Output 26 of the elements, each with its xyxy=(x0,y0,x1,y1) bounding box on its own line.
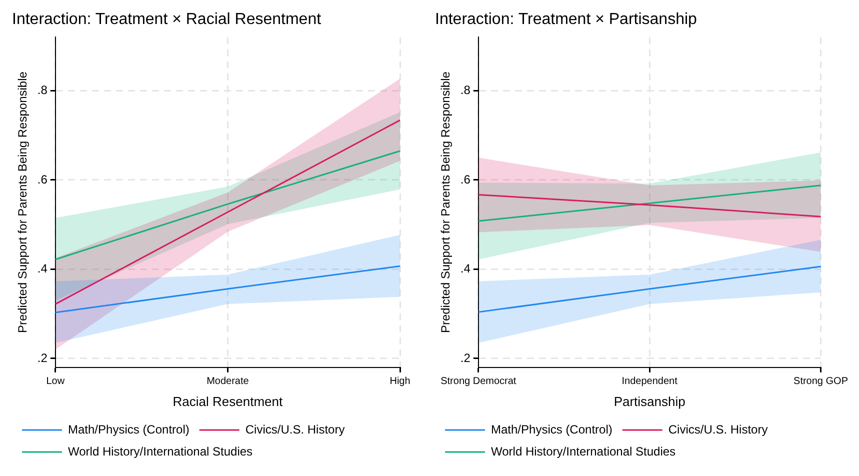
x-tick-label: Low xyxy=(46,376,66,388)
y-tick-label: .8 xyxy=(460,83,471,98)
x-tick-label: Moderate xyxy=(206,376,250,388)
x-axis-title: Partisanship xyxy=(614,394,686,409)
y-tick-label: .2 xyxy=(37,350,48,365)
x-tick-label: Independent xyxy=(622,376,678,388)
y-tick-label: .4 xyxy=(37,262,48,276)
legend-label: Math/Physics (Control) xyxy=(491,422,612,436)
y-tick-label: .6 xyxy=(37,172,48,186)
y-tick-label: .4 xyxy=(460,262,471,276)
y-tick-label: .6 xyxy=(460,172,471,186)
x-tick-label: Strong Democrat xyxy=(440,376,516,388)
y-tick-label: .2 xyxy=(460,350,471,365)
x-tick-label: Strong GOP xyxy=(794,376,848,388)
y-axis-title: Predicted Support for Parents Being Responsible xyxy=(16,71,30,334)
y-axis-title: Predicted Support for Parents Being Responsible xyxy=(438,71,453,334)
legend-label: Civics/U.S. History xyxy=(668,422,768,436)
x-tick-label: High xyxy=(390,376,410,388)
legend-label: World History/International Studies xyxy=(68,444,253,458)
chart-title: Interaction: Treatment × Partisanship xyxy=(435,11,698,28)
legend-label: World History/International Studies xyxy=(491,444,676,458)
chart-title: Interaction: Treatment × Racial Resentment xyxy=(12,11,322,28)
y-tick-label: .8 xyxy=(37,83,48,98)
legend-label: Math/Physics (Control) xyxy=(68,422,190,436)
legend-label: Civics/U.S. History xyxy=(245,422,345,436)
x-axis-title: Racial Resentment xyxy=(172,394,284,409)
